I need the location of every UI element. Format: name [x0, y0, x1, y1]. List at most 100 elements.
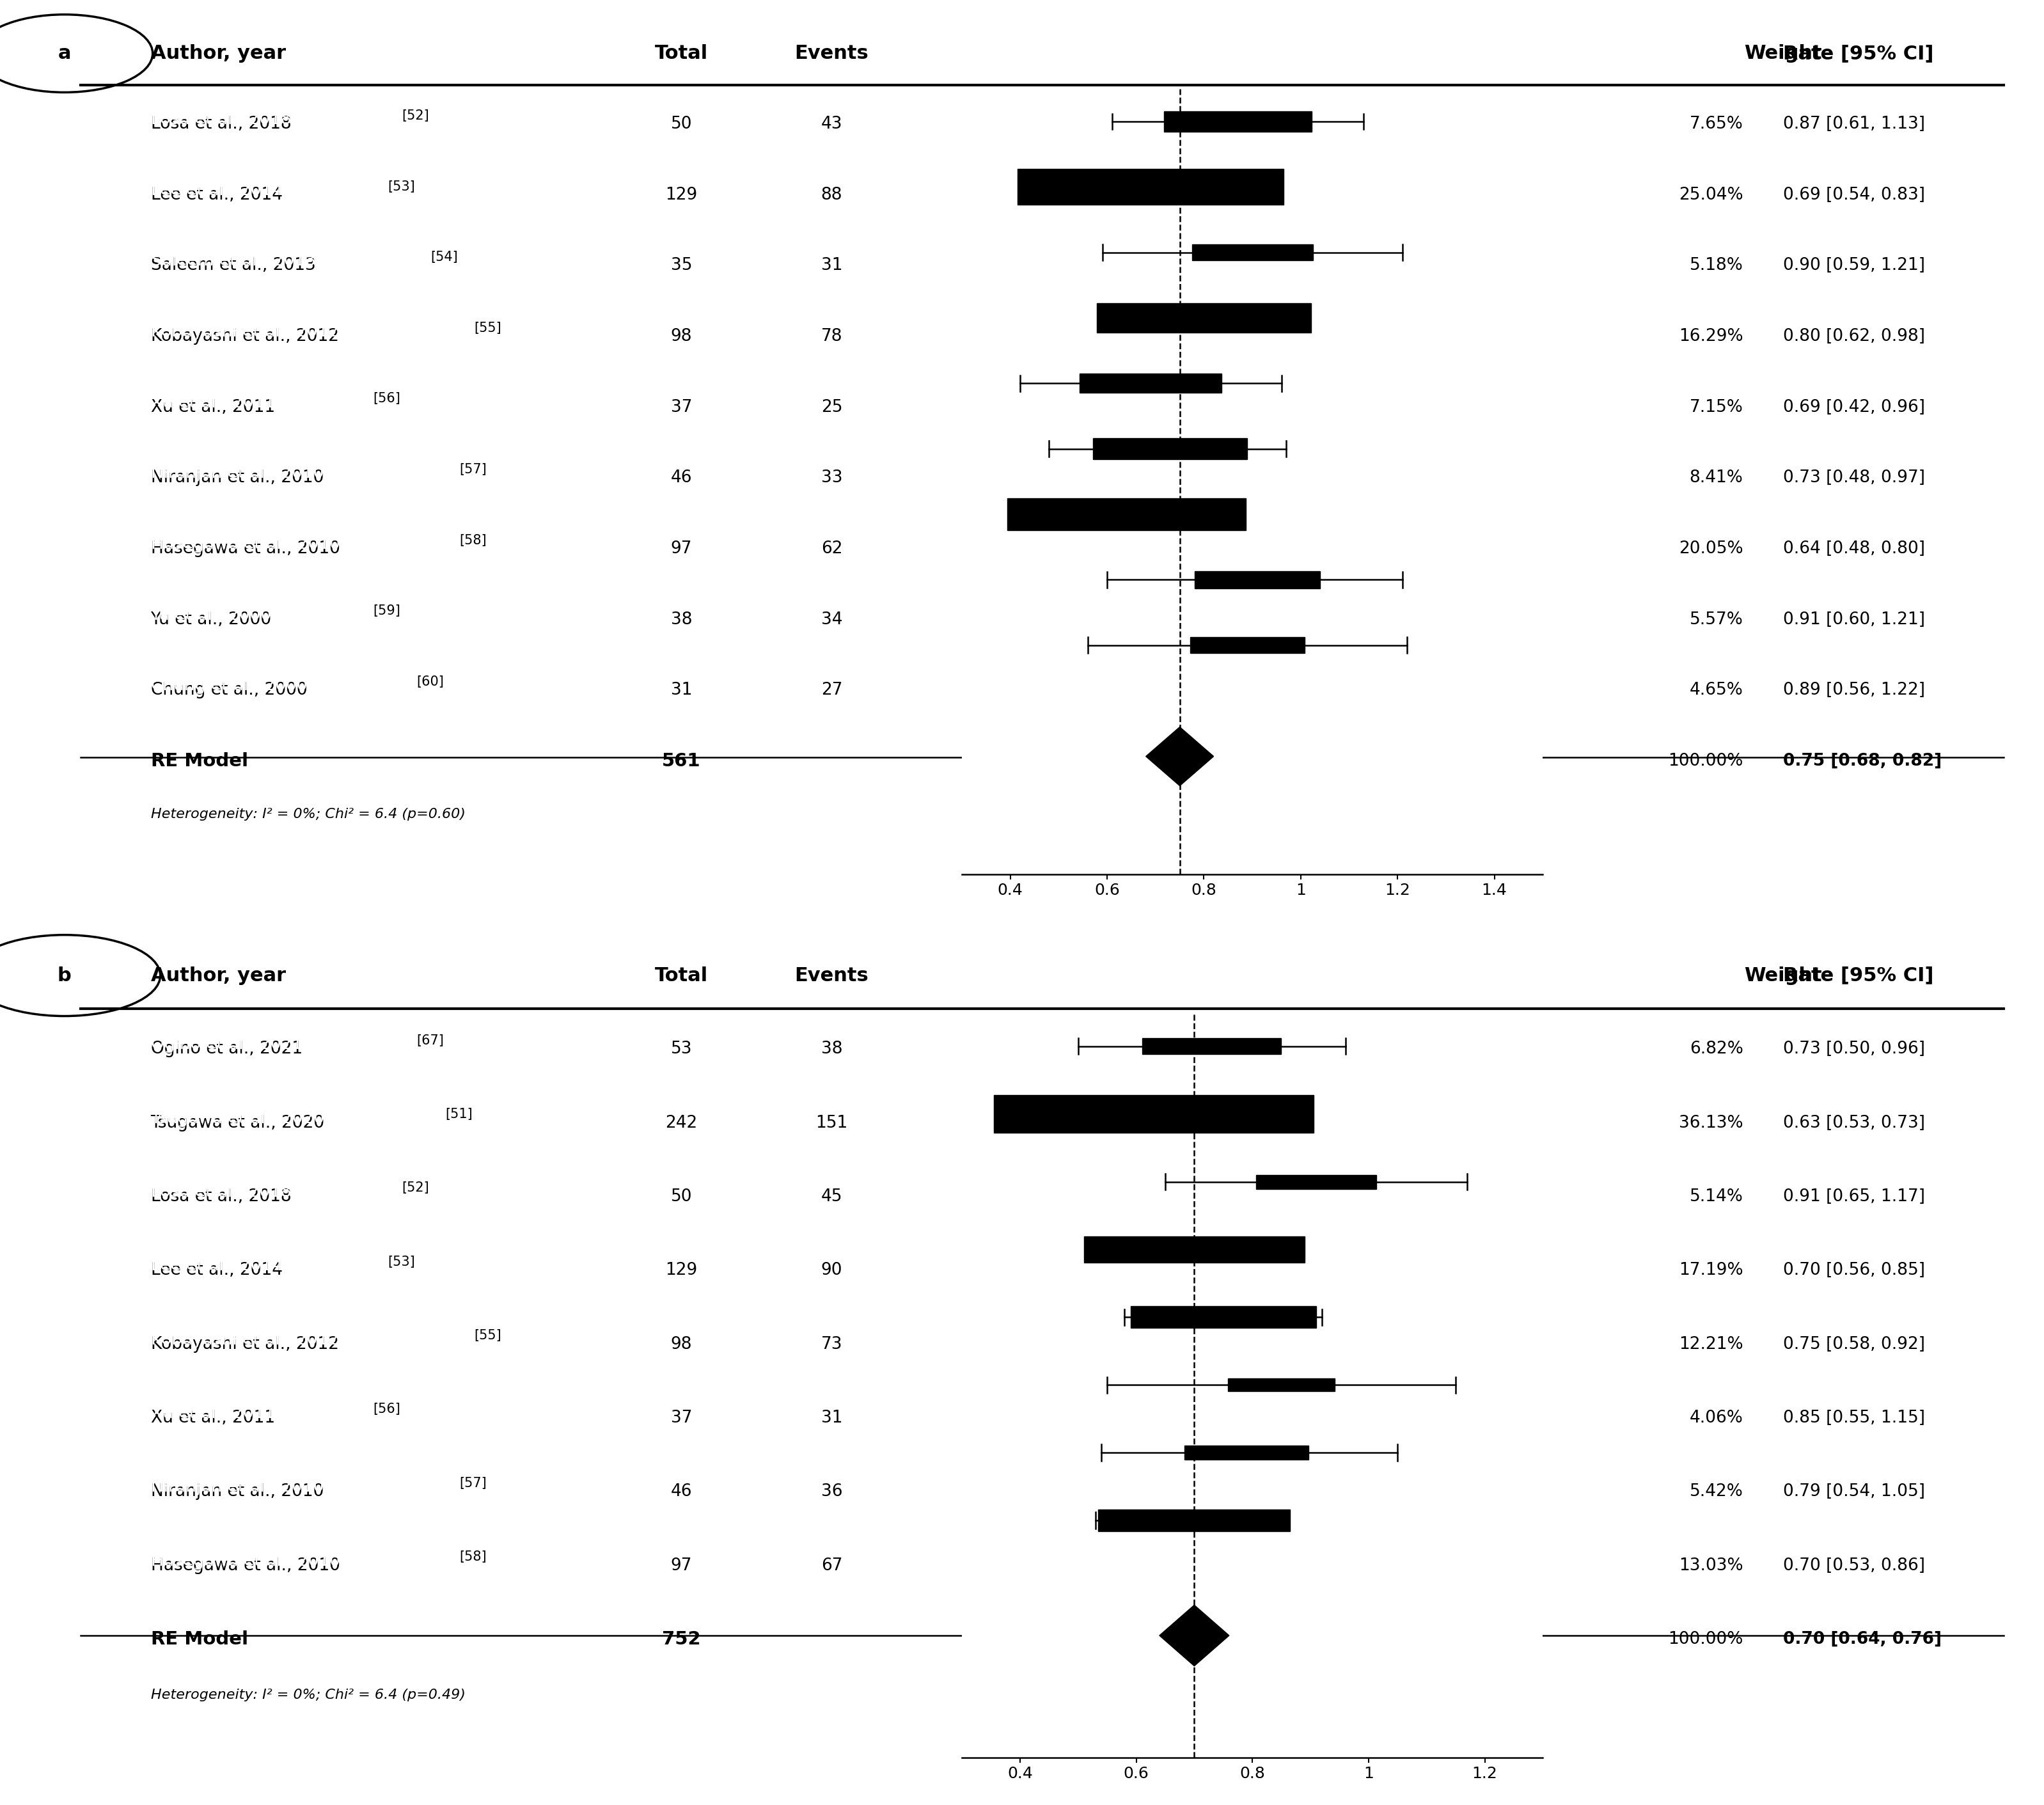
Text: Losa et al., 2018: Losa et al., 2018 [151, 1184, 303, 1200]
Text: [59]: [59] [372, 605, 401, 617]
Text: Saleem et al., 2013: Saleem et al., 2013 [151, 258, 315, 274]
Text: a: a [57, 43, 72, 63]
Text: 0.73 [0.50, 0.96]: 0.73 [0.50, 0.96] [1782, 1041, 1925, 1058]
Text: Tsugawa et al., 2020: Tsugawa et al., 2020 [151, 1110, 335, 1126]
Text: 43: 43 [822, 116, 842, 132]
Text: 33: 33 [822, 469, 842, 486]
Text: Xu et al., 2011: Xu et al., 2011 [151, 395, 286, 412]
Text: 25.04%: 25.04% [1678, 186, 1744, 204]
Text: 20.05%: 20.05% [1678, 540, 1744, 558]
Text: [53]: [53] [388, 180, 415, 193]
Text: 0.85 [0.55, 1.15]: 0.85 [0.55, 1.15] [1782, 1410, 1925, 1426]
Text: Ogino et al., 2021: Ogino et al., 2021 [151, 1036, 313, 1052]
Bar [1255, 1175, 1376, 1189]
Text: Chung et al., 2000: Chung et al., 2000 [151, 682, 307, 699]
Text: 37: 37 [670, 1410, 693, 1426]
Text: Yu et al., 2000: Yu et al., 2000 [151, 606, 282, 623]
Text: 0.79 [0.54, 1.05]: 0.79 [0.54, 1.05] [1782, 1484, 1925, 1500]
Text: Saleem et al., 2013: Saleem et al., 2013 [151, 253, 327, 269]
Text: 78: 78 [822, 329, 842, 345]
Text: 0.64 [0.48, 0.80]: 0.64 [0.48, 0.80] [1782, 540, 1925, 558]
Text: 0.70 [0.56, 0.85]: 0.70 [0.56, 0.85] [1782, 1262, 1925, 1280]
Text: Niranjan et al., 2010: Niranjan et al., 2010 [151, 1478, 335, 1496]
Text: [58]: [58] [460, 1550, 486, 1563]
Bar [1143, 1038, 1282, 1054]
Text: Heterogeneity: I² = 0%; Chi² = 6.4 (p=0.49): Heterogeneity: I² = 0%; Chi² = 6.4 (p=0.… [151, 1688, 466, 1700]
Text: [53]: [53] [388, 1254, 415, 1269]
Text: Niranjan et al., 2010: Niranjan et al., 2010 [151, 1484, 323, 1500]
Text: Hasegawa et al., 2010: Hasegawa et al., 2010 [151, 540, 339, 558]
Text: 90: 90 [822, 1262, 842, 1280]
Text: 129: 129 [666, 1262, 697, 1280]
Text: Chung et al., 2000: Chung et al., 2000 [151, 677, 317, 695]
Text: 100.00%: 100.00% [1668, 1632, 1744, 1648]
Text: 0.80 [0.62, 0.98]: 0.80 [0.62, 0.98] [1782, 329, 1925, 345]
Text: Tsugawa et al., 2020: Tsugawa et al., 2020 [151, 1115, 325, 1132]
Text: 97: 97 [670, 540, 693, 558]
Text: 0.91 [0.65, 1.17]: 0.91 [0.65, 1.17] [1782, 1188, 1925, 1206]
Text: [57]: [57] [460, 464, 486, 477]
Text: [55]: [55] [474, 1328, 501, 1341]
Text: Hasegawa et al., 2010: Hasegawa et al., 2010 [151, 1558, 339, 1574]
Text: RE Model: RE Model [151, 1630, 247, 1648]
Text: Total: Total [654, 966, 707, 986]
Text: 129: 129 [666, 186, 697, 204]
Text: Author, year: Author, year [151, 966, 286, 986]
Text: 31: 31 [822, 258, 842, 274]
Text: 37: 37 [670, 399, 693, 415]
Text: [54]: [54] [431, 251, 458, 264]
Text: Rate [95% CI]: Rate [95% CI] [1782, 43, 1934, 63]
Text: 752: 752 [662, 1630, 701, 1648]
Text: b: b [57, 966, 72, 986]
Text: Rate [95% CI]: Rate [95% CI] [1782, 966, 1934, 986]
Text: 45: 45 [822, 1188, 842, 1206]
Text: [56]: [56] [372, 1402, 401, 1415]
Text: [60]: [60] [417, 675, 444, 688]
Bar [1083, 1236, 1304, 1262]
Text: Niranjan et al., 2010: Niranjan et al., 2010 [151, 466, 335, 482]
Text: [52]: [52] [403, 110, 429, 123]
Text: 35: 35 [670, 258, 693, 274]
Text: [56]: [56] [372, 392, 401, 404]
Text: 88: 88 [822, 186, 842, 204]
Text: Ogino et al., 2021: Ogino et al., 2021 [151, 1041, 303, 1058]
Text: 8.41%: 8.41% [1690, 469, 1744, 486]
Text: 38: 38 [822, 1041, 842, 1058]
Text: 0.75 [0.58, 0.92]: 0.75 [0.58, 0.92] [1782, 1336, 1925, 1352]
Text: 5.42%: 5.42% [1690, 1484, 1744, 1500]
Bar [1079, 374, 1222, 393]
Bar [1094, 439, 1247, 458]
Text: 38: 38 [670, 612, 693, 628]
Text: [67]: [67] [417, 1034, 444, 1047]
Text: 0.91 [0.60, 1.21]: 0.91 [0.60, 1.21] [1782, 612, 1925, 628]
Bar [1008, 498, 1245, 531]
Text: Total: Total [654, 43, 707, 63]
Text: 36: 36 [822, 1484, 842, 1500]
Bar [1098, 1509, 1290, 1532]
Text: Events: Events [795, 966, 869, 986]
Text: Lee et al., 2014: Lee et al., 2014 [151, 182, 292, 199]
Text: Losa et al., 2018: Losa et al., 2018 [151, 1188, 290, 1206]
Text: Xu et al., 2011: Xu et al., 2011 [151, 399, 274, 415]
Text: [55]: [55] [474, 321, 501, 334]
Text: 0.70 [0.53, 0.86]: 0.70 [0.53, 0.86] [1782, 1558, 1925, 1574]
Text: 25: 25 [822, 399, 842, 415]
Text: 4.65%: 4.65% [1690, 682, 1744, 699]
Bar [1228, 1379, 1335, 1392]
Text: [52]: [52] [403, 1182, 429, 1195]
Text: Xu et al., 2011: Xu et al., 2011 [151, 1406, 286, 1422]
Text: 53: 53 [670, 1041, 693, 1058]
Text: 73: 73 [822, 1336, 842, 1352]
Text: 97: 97 [670, 1558, 693, 1574]
Text: 46: 46 [670, 469, 693, 486]
Text: 5.18%: 5.18% [1690, 258, 1744, 274]
Text: 0.89 [0.56, 1.22]: 0.89 [0.56, 1.22] [1782, 682, 1925, 699]
Text: 5.57%: 5.57% [1690, 612, 1744, 628]
Bar [1192, 244, 1312, 260]
Text: 16.29%: 16.29% [1678, 329, 1744, 345]
Text: 62: 62 [822, 540, 842, 558]
Text: Hasegawa et al., 2010: Hasegawa et al., 2010 [151, 1552, 352, 1570]
Text: Yu et al., 2000: Yu et al., 2000 [151, 612, 272, 628]
Text: 7.65%: 7.65% [1690, 116, 1744, 132]
Text: 27: 27 [822, 682, 842, 699]
